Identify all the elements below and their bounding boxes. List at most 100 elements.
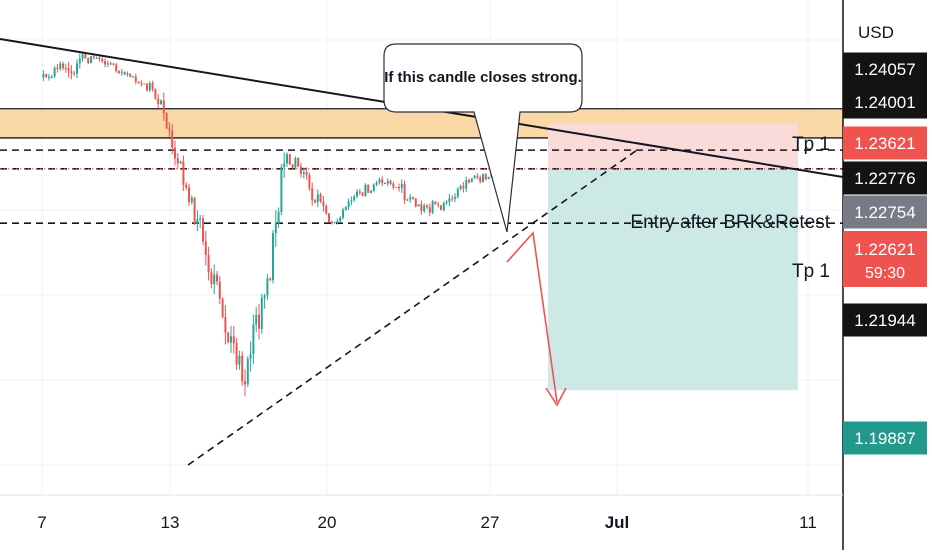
candle (56, 64, 59, 73)
candle (140, 80, 143, 87)
price-badges: 1.24057 1.24001 1.23621 1.22776 1.22754 1.226… (843, 52, 927, 455)
candle (196, 210, 199, 232)
candle (280, 163, 283, 216)
candle (277, 207, 280, 228)
candle (202, 215, 204, 246)
candle (361, 191, 364, 197)
candle (389, 179, 392, 186)
price-badge-value: 1.24057 (854, 60, 915, 79)
price-badge: 1.19887 (843, 421, 927, 455)
candle (112, 62, 115, 66)
x-tick-label: Jul (605, 513, 630, 532)
candle (162, 92, 165, 122)
candle (252, 314, 255, 365)
stop-zone[interactable] (548, 124, 798, 169)
candle (437, 202, 440, 208)
candle (302, 167, 305, 179)
candle (364, 183, 367, 198)
candle (409, 194, 412, 203)
candle (459, 184, 462, 191)
candle (330, 220, 333, 225)
candle (235, 338, 238, 370)
candle (272, 229, 274, 284)
candle (314, 198, 316, 204)
candle (263, 293, 266, 309)
x-tick-label: 27 (481, 513, 500, 532)
price-badge: 1.22754 (843, 195, 927, 229)
candle (148, 81, 151, 93)
candle (311, 182, 314, 206)
candle (218, 276, 221, 305)
candle (59, 61, 62, 72)
candle (266, 273, 269, 300)
candle (479, 175, 482, 184)
candle (109, 61, 112, 66)
candle (249, 341, 252, 372)
candle (106, 60, 109, 68)
candle (356, 189, 358, 199)
projection-arrow[interactable] (506, 231, 558, 403)
candle (342, 207, 344, 220)
callout-bubble[interactable]: If this candle closes strong. (383, 43, 583, 233)
candle (87, 57, 90, 65)
price-badge: 1.22776 (843, 161, 927, 195)
price-badge: 1.23621 (843, 126, 927, 160)
candle (126, 71, 129, 77)
candle (297, 157, 300, 168)
candle (344, 205, 347, 211)
candle (319, 192, 322, 204)
candle (70, 65, 73, 80)
candle (179, 160, 182, 165)
candle (123, 71, 126, 76)
candle (230, 325, 232, 353)
candle (482, 173, 484, 183)
candle (274, 209, 277, 247)
price-badge-value: 1.22621 (854, 240, 915, 259)
candle (143, 83, 146, 85)
candle (188, 183, 190, 206)
arrow-head (545, 387, 567, 407)
candle (90, 56, 92, 64)
candle (53, 66, 56, 78)
candle (165, 112, 168, 130)
price-badge-value: 1.21944 (854, 311, 915, 330)
price-badge-value: 1.23621 (854, 134, 915, 153)
candle (260, 293, 263, 334)
candle (395, 186, 398, 188)
candle (258, 304, 260, 340)
candle (322, 195, 325, 212)
price-badge-value: 1.19887 (854, 429, 915, 448)
ascending-trendline[interactable] (187, 147, 641, 466)
price-badge-countdown: 59:30 (865, 265, 905, 282)
candle (375, 180, 378, 187)
candle (232, 325, 235, 354)
candle (451, 195, 454, 202)
candle (372, 183, 375, 193)
candle (487, 176, 490, 180)
candle (129, 73, 132, 78)
candle (73, 70, 76, 77)
candle (246, 356, 249, 388)
time-axis[interactable]: 7 13 20 27 Jul 11 (37, 513, 817, 532)
x-tick-label: 11 (799, 513, 817, 532)
candle (132, 75, 134, 78)
candle (101, 56, 104, 64)
candle (448, 193, 451, 207)
candle (291, 163, 294, 169)
candle (381, 176, 384, 187)
candle (171, 123, 174, 155)
candle (398, 183, 400, 192)
zones-layer (0, 0, 843, 495)
candle (45, 73, 48, 78)
price-badge: 1.24057 (843, 52, 927, 86)
candle (288, 153, 291, 165)
candle (255, 307, 258, 333)
candle (50, 75, 53, 79)
candle (269, 277, 272, 282)
candle (403, 180, 406, 204)
price-badge-value: 1.22754 (854, 203, 915, 222)
target-zone[interactable] (548, 168, 798, 391)
candle (190, 195, 193, 205)
